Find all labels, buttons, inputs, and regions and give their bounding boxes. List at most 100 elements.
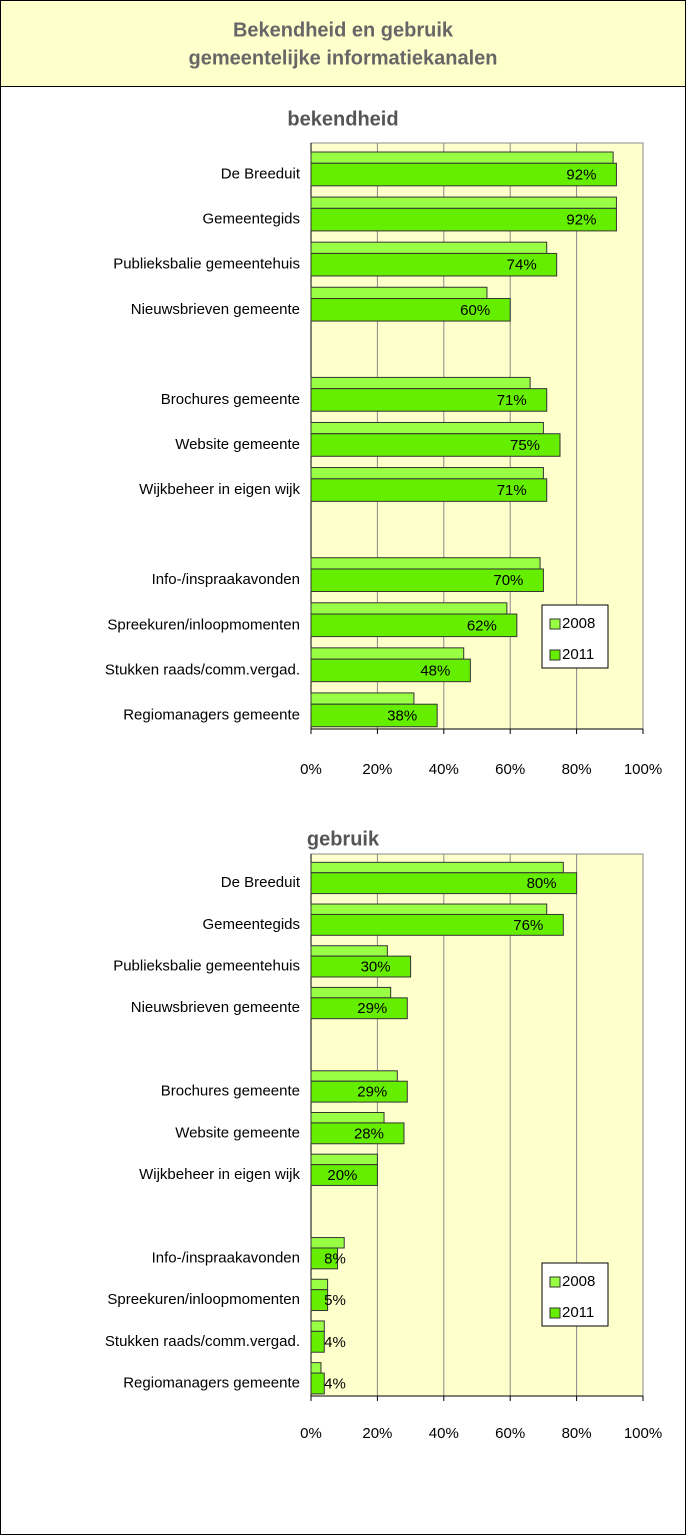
- bar: [310, 568, 544, 593]
- bar: [310, 162, 617, 187]
- bar: [310, 557, 541, 570]
- x-tick-label: 20%: [362, 761, 392, 778]
- y-tick-label: Publieksbalie gemeentehuis: [113, 256, 300, 273]
- y-tick-label: Stukken raads/comm.vergad.: [105, 661, 300, 678]
- data-label: 38%: [387, 707, 417, 724]
- x-tick-label: 60%: [495, 761, 525, 778]
- y-tick-label: Publieksbalie gemeentehuis: [113, 958, 300, 975]
- x-tick-label: 0%: [300, 761, 322, 778]
- bar: [310, 945, 388, 957]
- bar: [310, 1289, 329, 1312]
- x-tick-label: 0%: [300, 1425, 322, 1442]
- x-tick-label: 80%: [562, 1425, 592, 1442]
- data-label: 70%: [493, 572, 523, 589]
- bar: [310, 1111, 385, 1124]
- data-label: 80%: [527, 875, 557, 892]
- data-label: 71%: [497, 392, 527, 409]
- bar: [310, 658, 471, 683]
- bar: [310, 241, 548, 254]
- page-title: gemeentelijke informatiekanalen: [188, 47, 497, 69]
- data-label: 4%: [324, 1375, 346, 1392]
- bar: [310, 298, 511, 322]
- bar: [310, 433, 561, 457]
- bar: [310, 252, 558, 277]
- y-tick-label: Website gemeente: [175, 436, 300, 453]
- bar: [310, 997, 408, 1020]
- title-box: [0, 0, 686, 87]
- y-tick-label: Nieuwsbrieven gemeente: [131, 999, 300, 1016]
- bar: [310, 613, 518, 638]
- data-label: 5%: [324, 1292, 346, 1309]
- legend-label: 2011: [562, 646, 594, 663]
- data-label: 60%: [460, 302, 490, 319]
- bar: [310, 376, 531, 390]
- data-label: 30%: [361, 959, 391, 976]
- bar: [310, 196, 617, 209]
- data-label: 74%: [507, 257, 537, 274]
- bar: [310, 1372, 325, 1395]
- data-label: 92%: [566, 167, 596, 184]
- x-tick-label: 20%: [362, 1425, 392, 1442]
- chart-title: gebruik: [307, 828, 380, 850]
- bar: [310, 1237, 345, 1249]
- y-tick-label: Info-/inspraakavonden: [152, 1249, 300, 1266]
- y-tick-label: Spreekuren/inloopmomenten: [107, 616, 300, 633]
- bar: [310, 903, 548, 915]
- bar: [310, 861, 564, 874]
- bar: [310, 703, 438, 728]
- bar: [310, 872, 578, 895]
- page-title: Bekendheid en gebruik: [233, 19, 454, 41]
- legend-swatch: [549, 1276, 561, 1288]
- data-label: 4%: [324, 1334, 346, 1351]
- y-tick-label: Brochures gemeente: [161, 1083, 300, 1100]
- data-label: 75%: [510, 437, 540, 454]
- legend-label: 2011: [562, 1304, 594, 1321]
- y-tick-label: Nieuwsbrieven gemeente: [131, 301, 300, 318]
- bar: [310, 692, 415, 705]
- bar: [310, 602, 508, 615]
- y-tick-label: Wijkbeheer in eigen wijk: [139, 1166, 300, 1183]
- data-label: 20%: [327, 1167, 357, 1184]
- bar: [310, 467, 544, 480]
- bar: [310, 1362, 322, 1374]
- x-tick-label: 40%: [429, 1425, 459, 1442]
- y-tick-label: Gemeentegids: [202, 211, 300, 228]
- data-label: 76%: [513, 917, 543, 934]
- bar: [310, 478, 548, 502]
- data-label: 8%: [324, 1250, 346, 1267]
- y-tick-label: Brochures gemeente: [161, 391, 300, 408]
- bar: [310, 286, 488, 300]
- data-label: 29%: [357, 1000, 387, 1017]
- x-tick-label: 100%: [624, 1425, 662, 1442]
- bar: [310, 1320, 325, 1332]
- x-tick-label: 80%: [562, 761, 592, 778]
- y-tick-label: Info-/inspraakavonden: [152, 571, 300, 588]
- y-tick-label: Gemeentegids: [202, 916, 300, 933]
- bar: [310, 421, 544, 435]
- bar: [310, 913, 564, 936]
- bar: [310, 1122, 405, 1145]
- data-label: 29%: [357, 1084, 387, 1101]
- bar: [310, 1080, 408, 1103]
- x-tick-label: 100%: [624, 761, 662, 778]
- bar: [310, 388, 548, 412]
- bar: [310, 1330, 325, 1353]
- bar: [310, 1278, 329, 1291]
- x-tick-label: 60%: [495, 1425, 525, 1442]
- bar: [310, 1070, 398, 1082]
- bar: [310, 151, 614, 164]
- chart-title: bekendheid: [287, 108, 398, 130]
- y-tick-label: Website gemeente: [175, 1124, 300, 1141]
- y-tick-label: Regiomanagers gemeente: [123, 1374, 300, 1391]
- bar: [310, 955, 412, 978]
- legend-swatch: [549, 618, 561, 630]
- bar: [310, 1153, 378, 1166]
- bar: [310, 647, 465, 660]
- legend-label: 2008: [562, 615, 595, 632]
- legend-swatch: [549, 649, 561, 661]
- y-tick-label: De Breeduit: [221, 166, 301, 183]
- y-tick-label: De Breeduit: [221, 874, 301, 891]
- legend-swatch: [549, 1307, 561, 1319]
- bar: [310, 1247, 339, 1270]
